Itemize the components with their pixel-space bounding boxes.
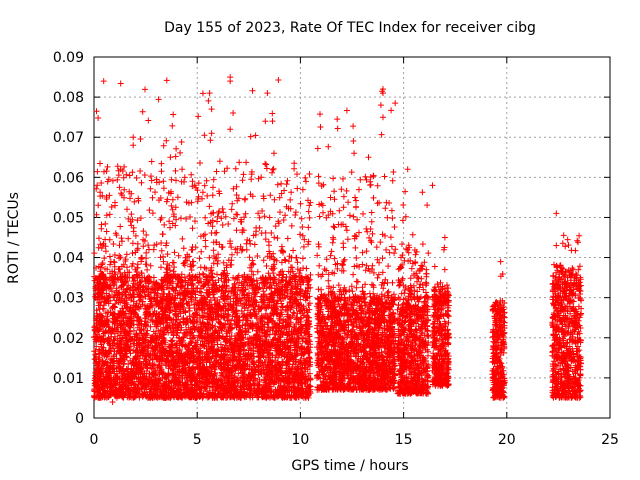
plot-frame [93,56,611,419]
y-tick-label: 0.04 [53,251,84,267]
y-tick-label: 0.06 [53,170,84,186]
chart-title: Day 155 of 2023, Rate Of TEC Index for r… [164,20,536,36]
y-tick-label: 0.05 [53,210,84,226]
data-points [91,74,585,405]
y-tick-label: 0.07 [53,130,84,146]
x-tick-label: 25 [601,432,619,448]
x-axis-label: GPS time / hours [291,458,408,474]
data-point-group [109,74,584,405]
y-tick-label: 0.08 [53,90,84,106]
x-tick-label: 20 [498,432,516,448]
x-tick-label: 15 [395,432,413,448]
x-tick-label: 5 [193,432,202,448]
y-tick-label: 0 [75,411,84,427]
y-tick-label: 0.09 [53,50,84,66]
x-tick-label: 10 [291,432,309,448]
x-tick-label: 0 [90,432,99,448]
axis-ticks: 0 0.01 0.02 0.03 0.04 0.05 0.06 0.07 0.08 0.09 0 5 1… [53,50,619,448]
y-tick-label: 0.03 [53,291,84,307]
data-point-group [549,232,585,401]
y-axis-label: ROTI / TECUs [6,192,22,284]
y-tick-label: 0.02 [53,331,84,347]
y-tick-label: 0.01 [53,371,84,387]
